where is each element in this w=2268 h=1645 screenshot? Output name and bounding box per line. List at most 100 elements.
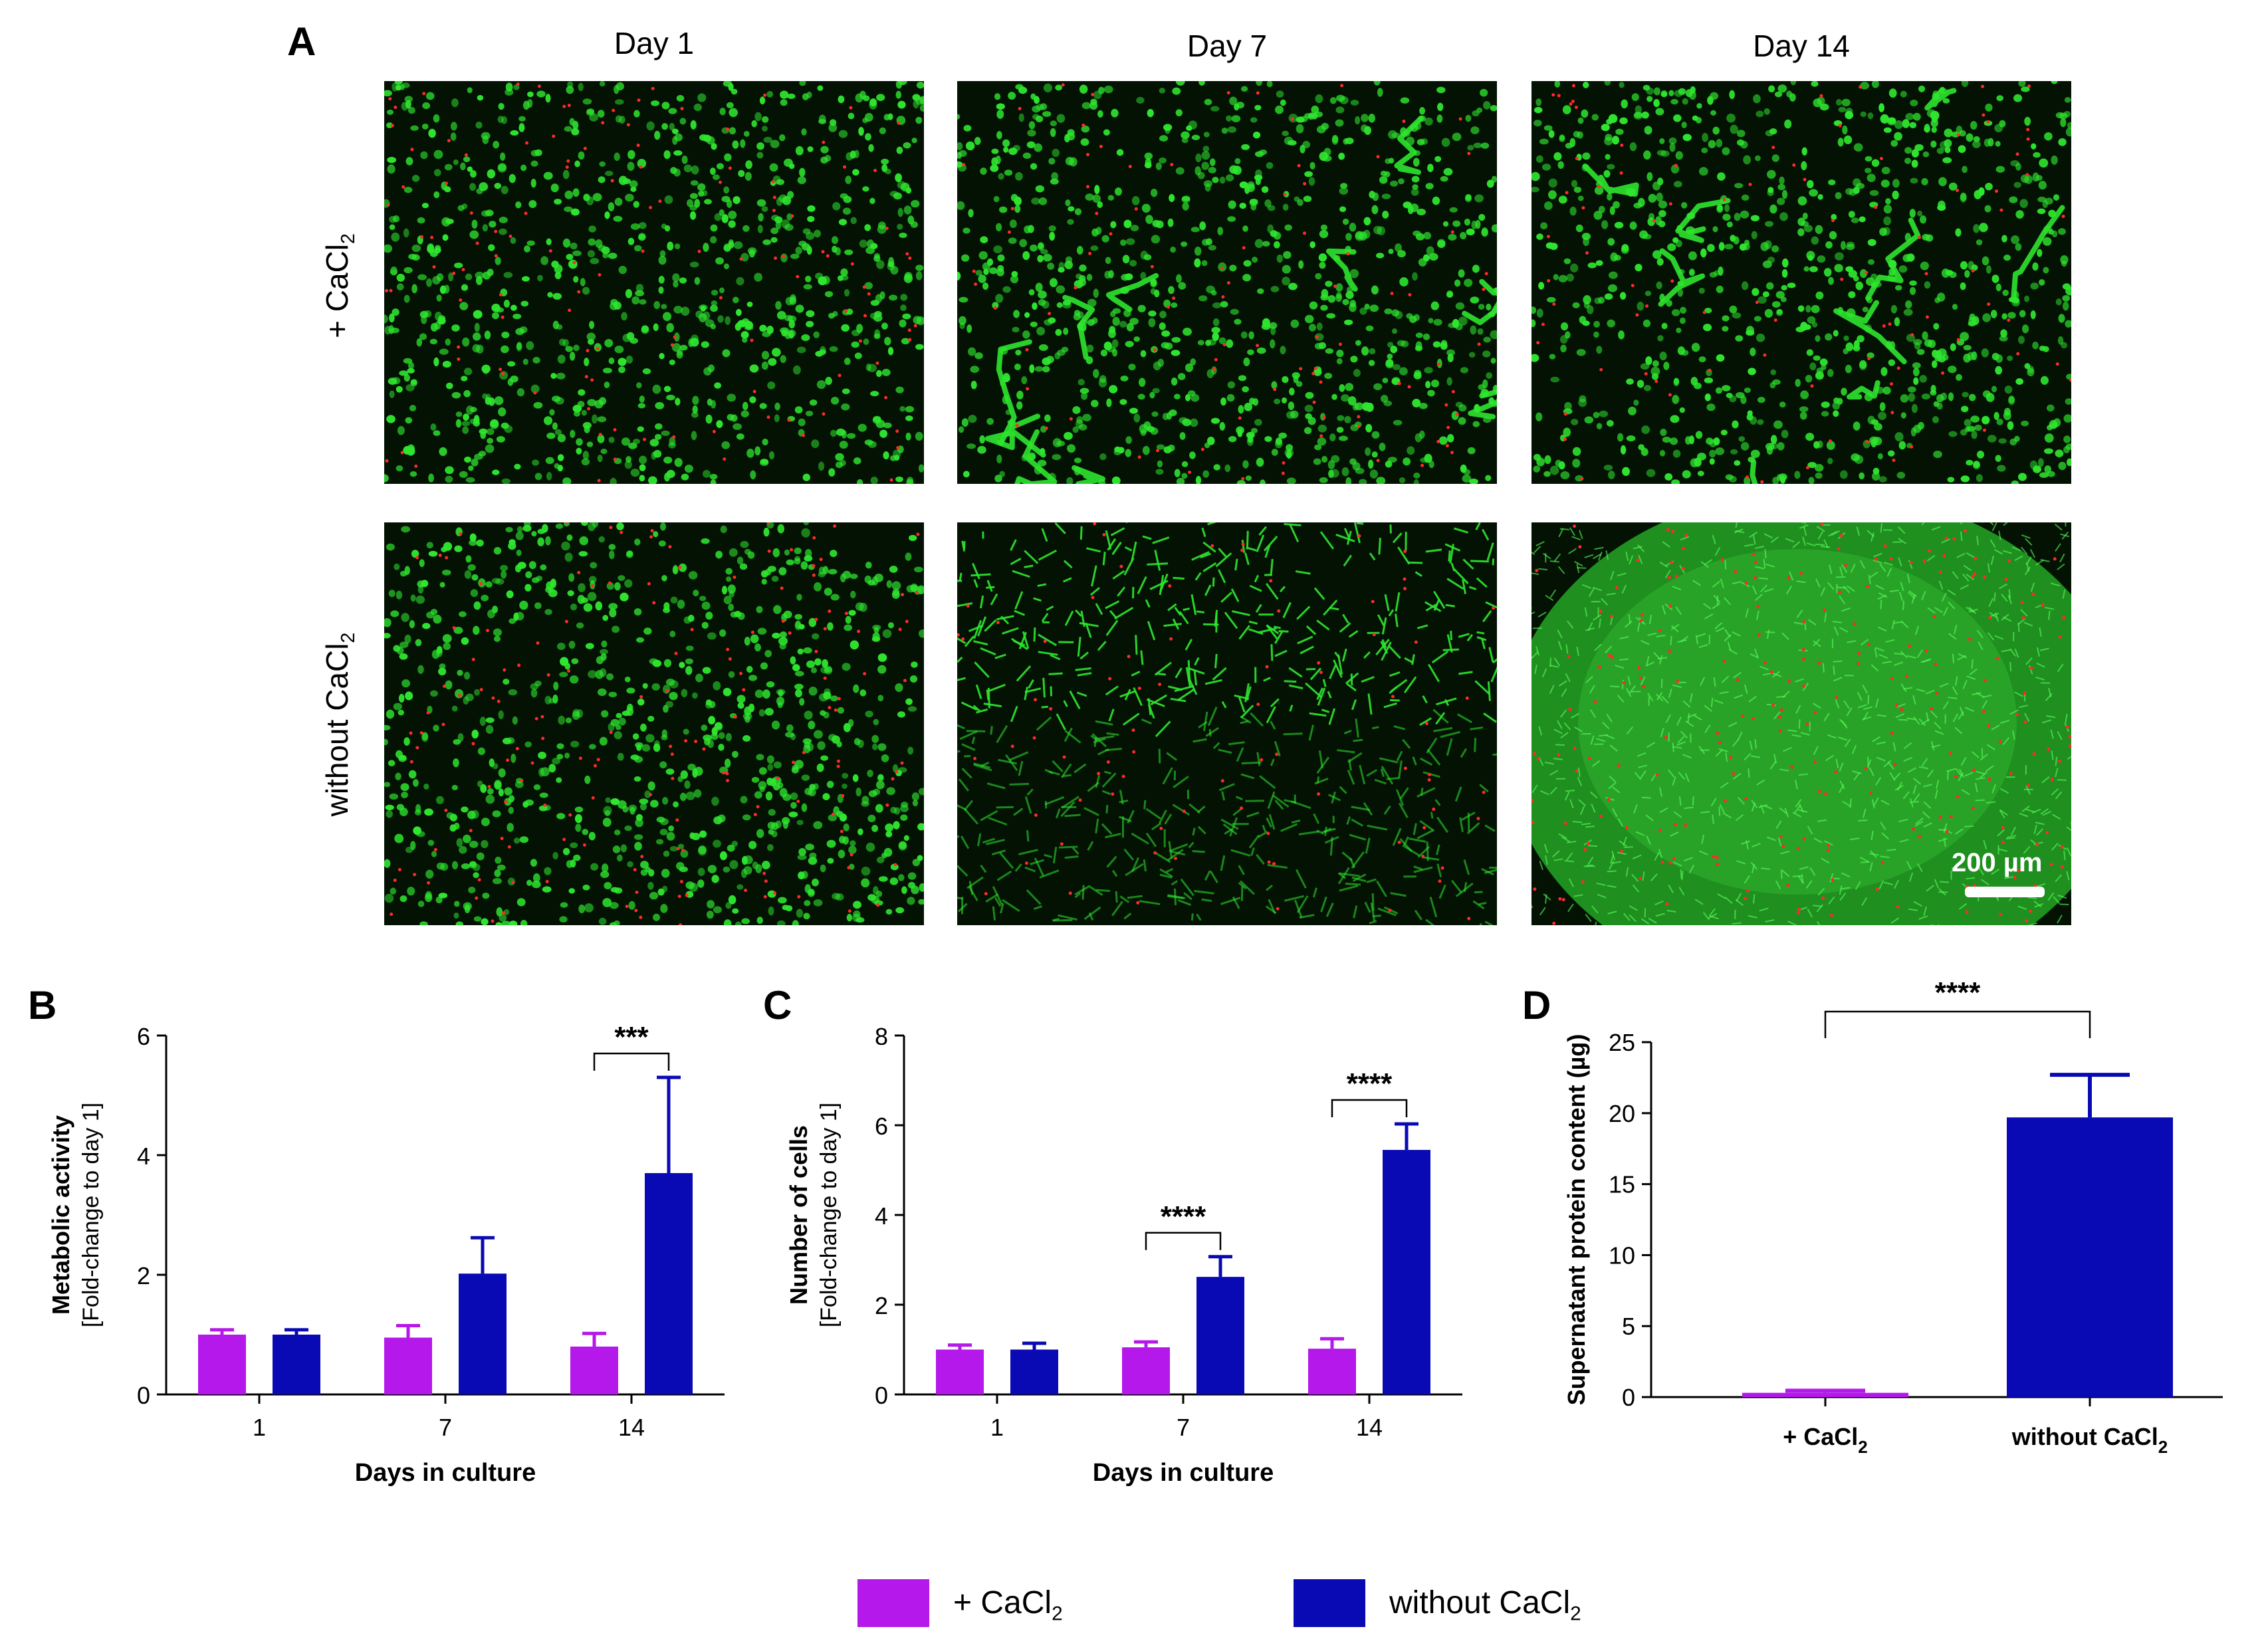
live-cell [901, 802, 909, 808]
live-cell [1359, 307, 1367, 315]
live-cell [1730, 449, 1738, 455]
live-cell [1911, 149, 1919, 158]
live-cell [532, 881, 541, 889]
live-cell [1767, 169, 1776, 179]
live-cell [1140, 272, 1147, 280]
live-cell [435, 796, 444, 804]
live-cell [900, 294, 908, 301]
live-cell [1767, 189, 1774, 197]
live-cell [1308, 177, 1315, 186]
live-cell [813, 730, 823, 739]
live-cell [1349, 269, 1359, 278]
live-cell [1563, 258, 1571, 265]
dead-cell [452, 271, 456, 275]
live-cell [556, 642, 566, 651]
live-cell [422, 623, 431, 629]
cell-process [1487, 681, 1491, 701]
live-cell [2015, 243, 2022, 251]
live-cell [669, 122, 675, 131]
live-cell [2066, 374, 2071, 380]
live-cell [543, 171, 553, 180]
live-cell [1111, 108, 1119, 118]
cell-process [1194, 657, 1200, 666]
cell-process [1353, 738, 1363, 742]
live-cell [1187, 390, 1196, 397]
cell-process [1197, 825, 1206, 835]
live-cell [1234, 158, 1241, 165]
live-cell [1633, 112, 1643, 120]
dead-cell [1282, 461, 1286, 465]
live-cell [538, 768, 544, 777]
dead-cell [634, 909, 638, 913]
live-cell [1119, 320, 1127, 328]
live-cell [865, 363, 871, 372]
live-cell [768, 809, 776, 816]
live-cell [782, 905, 790, 911]
fiber-texture [1594, 546, 1604, 550]
dead-cell [1541, 322, 1545, 326]
live-cell [1319, 261, 1326, 269]
live-cell [427, 243, 435, 252]
cell-process [1137, 576, 1147, 594]
dead-cell [739, 671, 743, 675]
live-cell [1012, 326, 1020, 333]
live-cell [1286, 444, 1294, 451]
live-cell [1587, 262, 1597, 269]
cell-process [1091, 565, 1097, 587]
dead-cell [469, 829, 473, 833]
fiber-texture [2059, 553, 2065, 563]
live-cell [686, 199, 694, 207]
live-cell [528, 561, 536, 570]
live-cell [1663, 362, 1670, 370]
live-cell [1993, 411, 1999, 420]
dead-cell [723, 457, 727, 461]
dead-cell [597, 479, 601, 483]
live-cell [391, 232, 400, 242]
dead-cell [1315, 335, 1319, 339]
dead-cell [1240, 806, 1244, 810]
live-cell [1056, 302, 1063, 308]
dead-cell [694, 740, 698, 744]
live-cell [785, 296, 794, 306]
cell-process [1074, 763, 1087, 774]
dead-cell [647, 582, 651, 586]
live-cell [1698, 356, 1706, 363]
live-cell [714, 382, 722, 389]
live-cell [744, 706, 752, 716]
live-cell [1645, 356, 1652, 366]
dead-cell [397, 868, 401, 872]
live-cell [1034, 143, 1043, 152]
live-cell [713, 681, 721, 691]
live-cell [1432, 341, 1441, 348]
live-cell [728, 82, 734, 91]
live-cell [749, 396, 756, 403]
fiber-texture [1760, 584, 1768, 593]
live-cell [2058, 228, 2066, 235]
live-cell [659, 353, 665, 360]
live-cell [1981, 348, 1989, 358]
live-cell [751, 776, 760, 783]
cell-process [1274, 740, 1281, 757]
live-cell [647, 715, 655, 722]
live-cell [1335, 106, 1345, 114]
live-cell [1797, 228, 1805, 237]
live-cell [2009, 438, 2017, 446]
live-cell [1945, 270, 1954, 276]
cell-process [960, 835, 970, 849]
live-cell [780, 631, 787, 638]
live-cell [1979, 223, 1988, 233]
live-cell [1048, 317, 1056, 324]
live-cell [653, 323, 659, 332]
live-cell [1961, 81, 1969, 87]
live-cell [1894, 284, 1902, 291]
live-cell [419, 559, 425, 568]
live-cell [1806, 251, 1815, 261]
live-cell [2065, 286, 2071, 296]
live-cell [407, 368, 415, 374]
cell-process [1282, 602, 1292, 619]
live-cell [1148, 318, 1156, 328]
cell-process [1351, 818, 1364, 827]
dead-cell [1771, 146, 1775, 150]
live-cell [1584, 416, 1594, 424]
live-cell [1446, 377, 1452, 386]
